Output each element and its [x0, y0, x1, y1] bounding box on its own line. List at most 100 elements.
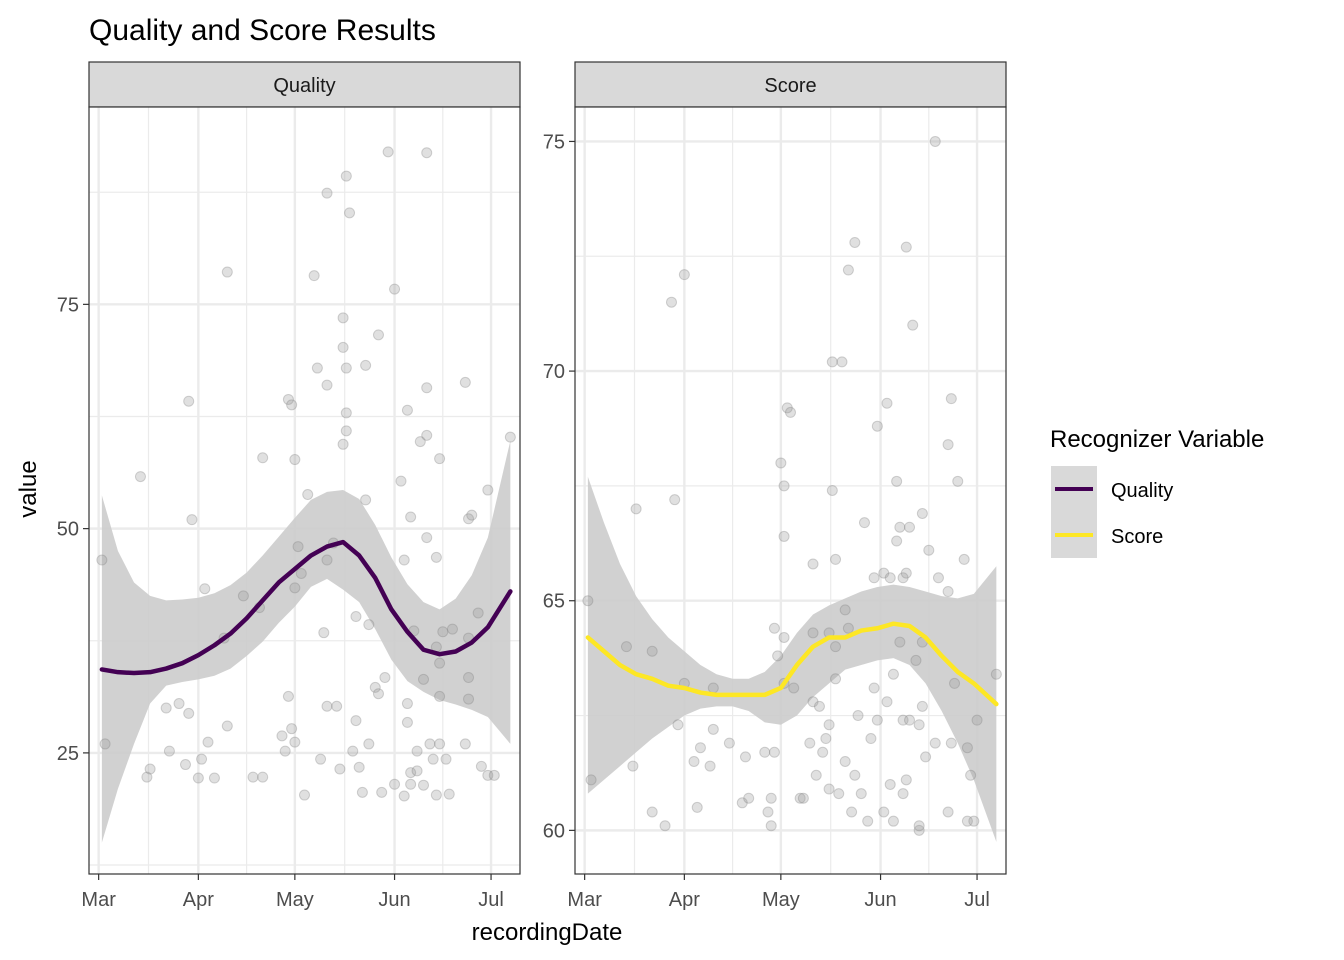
data-point [331, 700, 343, 712]
data-point [340, 170, 352, 182]
data-point [961, 815, 973, 827]
data-point [785, 406, 796, 418]
data-point [894, 636, 906, 648]
data-point [398, 790, 410, 802]
data-point [672, 719, 684, 731]
data-point [389, 283, 401, 295]
data-point [463, 693, 475, 705]
data-point [350, 715, 362, 727]
data-point [949, 677, 961, 689]
data-point [929, 737, 941, 749]
data-point [183, 707, 195, 719]
data-point [852, 710, 864, 722]
data-point [289, 454, 301, 466]
data-point [765, 792, 777, 804]
data-point [237, 590, 249, 602]
data-point [807, 558, 819, 570]
data-point [430, 551, 442, 563]
facet-strip-label: Quality [273, 75, 335, 97]
data-point [630, 503, 642, 515]
data-point [369, 681, 381, 693]
data-point [376, 786, 388, 798]
data-point [401, 698, 413, 710]
data-point [472, 607, 484, 619]
data-point [405, 511, 417, 523]
data-point [868, 682, 880, 694]
data-point [299, 789, 310, 801]
data-point [878, 567, 890, 579]
data-point [360, 494, 372, 506]
data-point [669, 494, 681, 506]
data-point [968, 815, 980, 827]
data-point [842, 622, 854, 634]
data-point [781, 402, 793, 414]
data-point [945, 393, 957, 405]
data-point [418, 779, 430, 791]
data-point [958, 553, 970, 565]
panel-border [574, 106, 1007, 875]
data-point [900, 774, 912, 786]
data-point [694, 742, 706, 754]
legend-label-score: Score [1111, 526, 1163, 548]
data-point [163, 745, 175, 757]
data-point [858, 517, 870, 529]
y-tick-label: 65 [543, 591, 565, 613]
data-point [945, 737, 957, 749]
data-point [421, 532, 433, 544]
data-point [463, 672, 475, 684]
data-point [99, 738, 111, 750]
data-point [424, 738, 436, 750]
data-point [202, 736, 214, 748]
data-point [257, 452, 269, 464]
data-point [411, 745, 423, 757]
data-point [405, 767, 417, 779]
data-point [443, 788, 455, 800]
x-tick-label: Mar [567, 889, 602, 911]
data-point [379, 672, 391, 684]
data-point [183, 395, 195, 407]
data-point [904, 521, 916, 533]
data-point [881, 696, 893, 708]
y-tick-label: 75 [57, 294, 79, 316]
x-tick-label: May [276, 889, 314, 911]
data-point [363, 619, 375, 631]
data-point [894, 521, 906, 533]
smooth-line [585, 621, 999, 707]
data-point [897, 714, 909, 726]
data-point [794, 792, 806, 804]
data-point [321, 700, 333, 712]
data-point [186, 514, 198, 526]
data-point [775, 457, 787, 469]
data-point [778, 631, 790, 643]
data-point [199, 583, 211, 595]
data-point [292, 541, 304, 553]
x-tick-label: Jul [964, 889, 990, 911]
data-point [743, 792, 755, 804]
chart-title: Quality and Score Results [89, 14, 436, 47]
data-point [768, 746, 780, 758]
data-point [929, 135, 941, 147]
data-point [823, 719, 835, 731]
data-point [289, 736, 301, 748]
y-tick-label: 70 [543, 361, 565, 383]
data-point [849, 236, 861, 248]
data-point [688, 755, 700, 767]
data-point [196, 753, 208, 765]
data-point [360, 359, 372, 371]
data-point [891, 475, 903, 487]
data-point [916, 700, 928, 712]
data-point [804, 737, 816, 749]
data-point [134, 471, 146, 483]
data-point [459, 738, 471, 750]
confidence-band [587, 476, 997, 842]
data-point [659, 820, 671, 832]
data-point [389, 778, 401, 790]
data-point [411, 765, 423, 777]
data-point [257, 771, 269, 783]
data-point [839, 604, 851, 616]
panel-quality: Quality Mar Apr May Jun Jul 25 50 75 [57, 61, 521, 911]
data-point [884, 778, 896, 790]
data-point [308, 270, 320, 282]
data-point [823, 783, 835, 795]
